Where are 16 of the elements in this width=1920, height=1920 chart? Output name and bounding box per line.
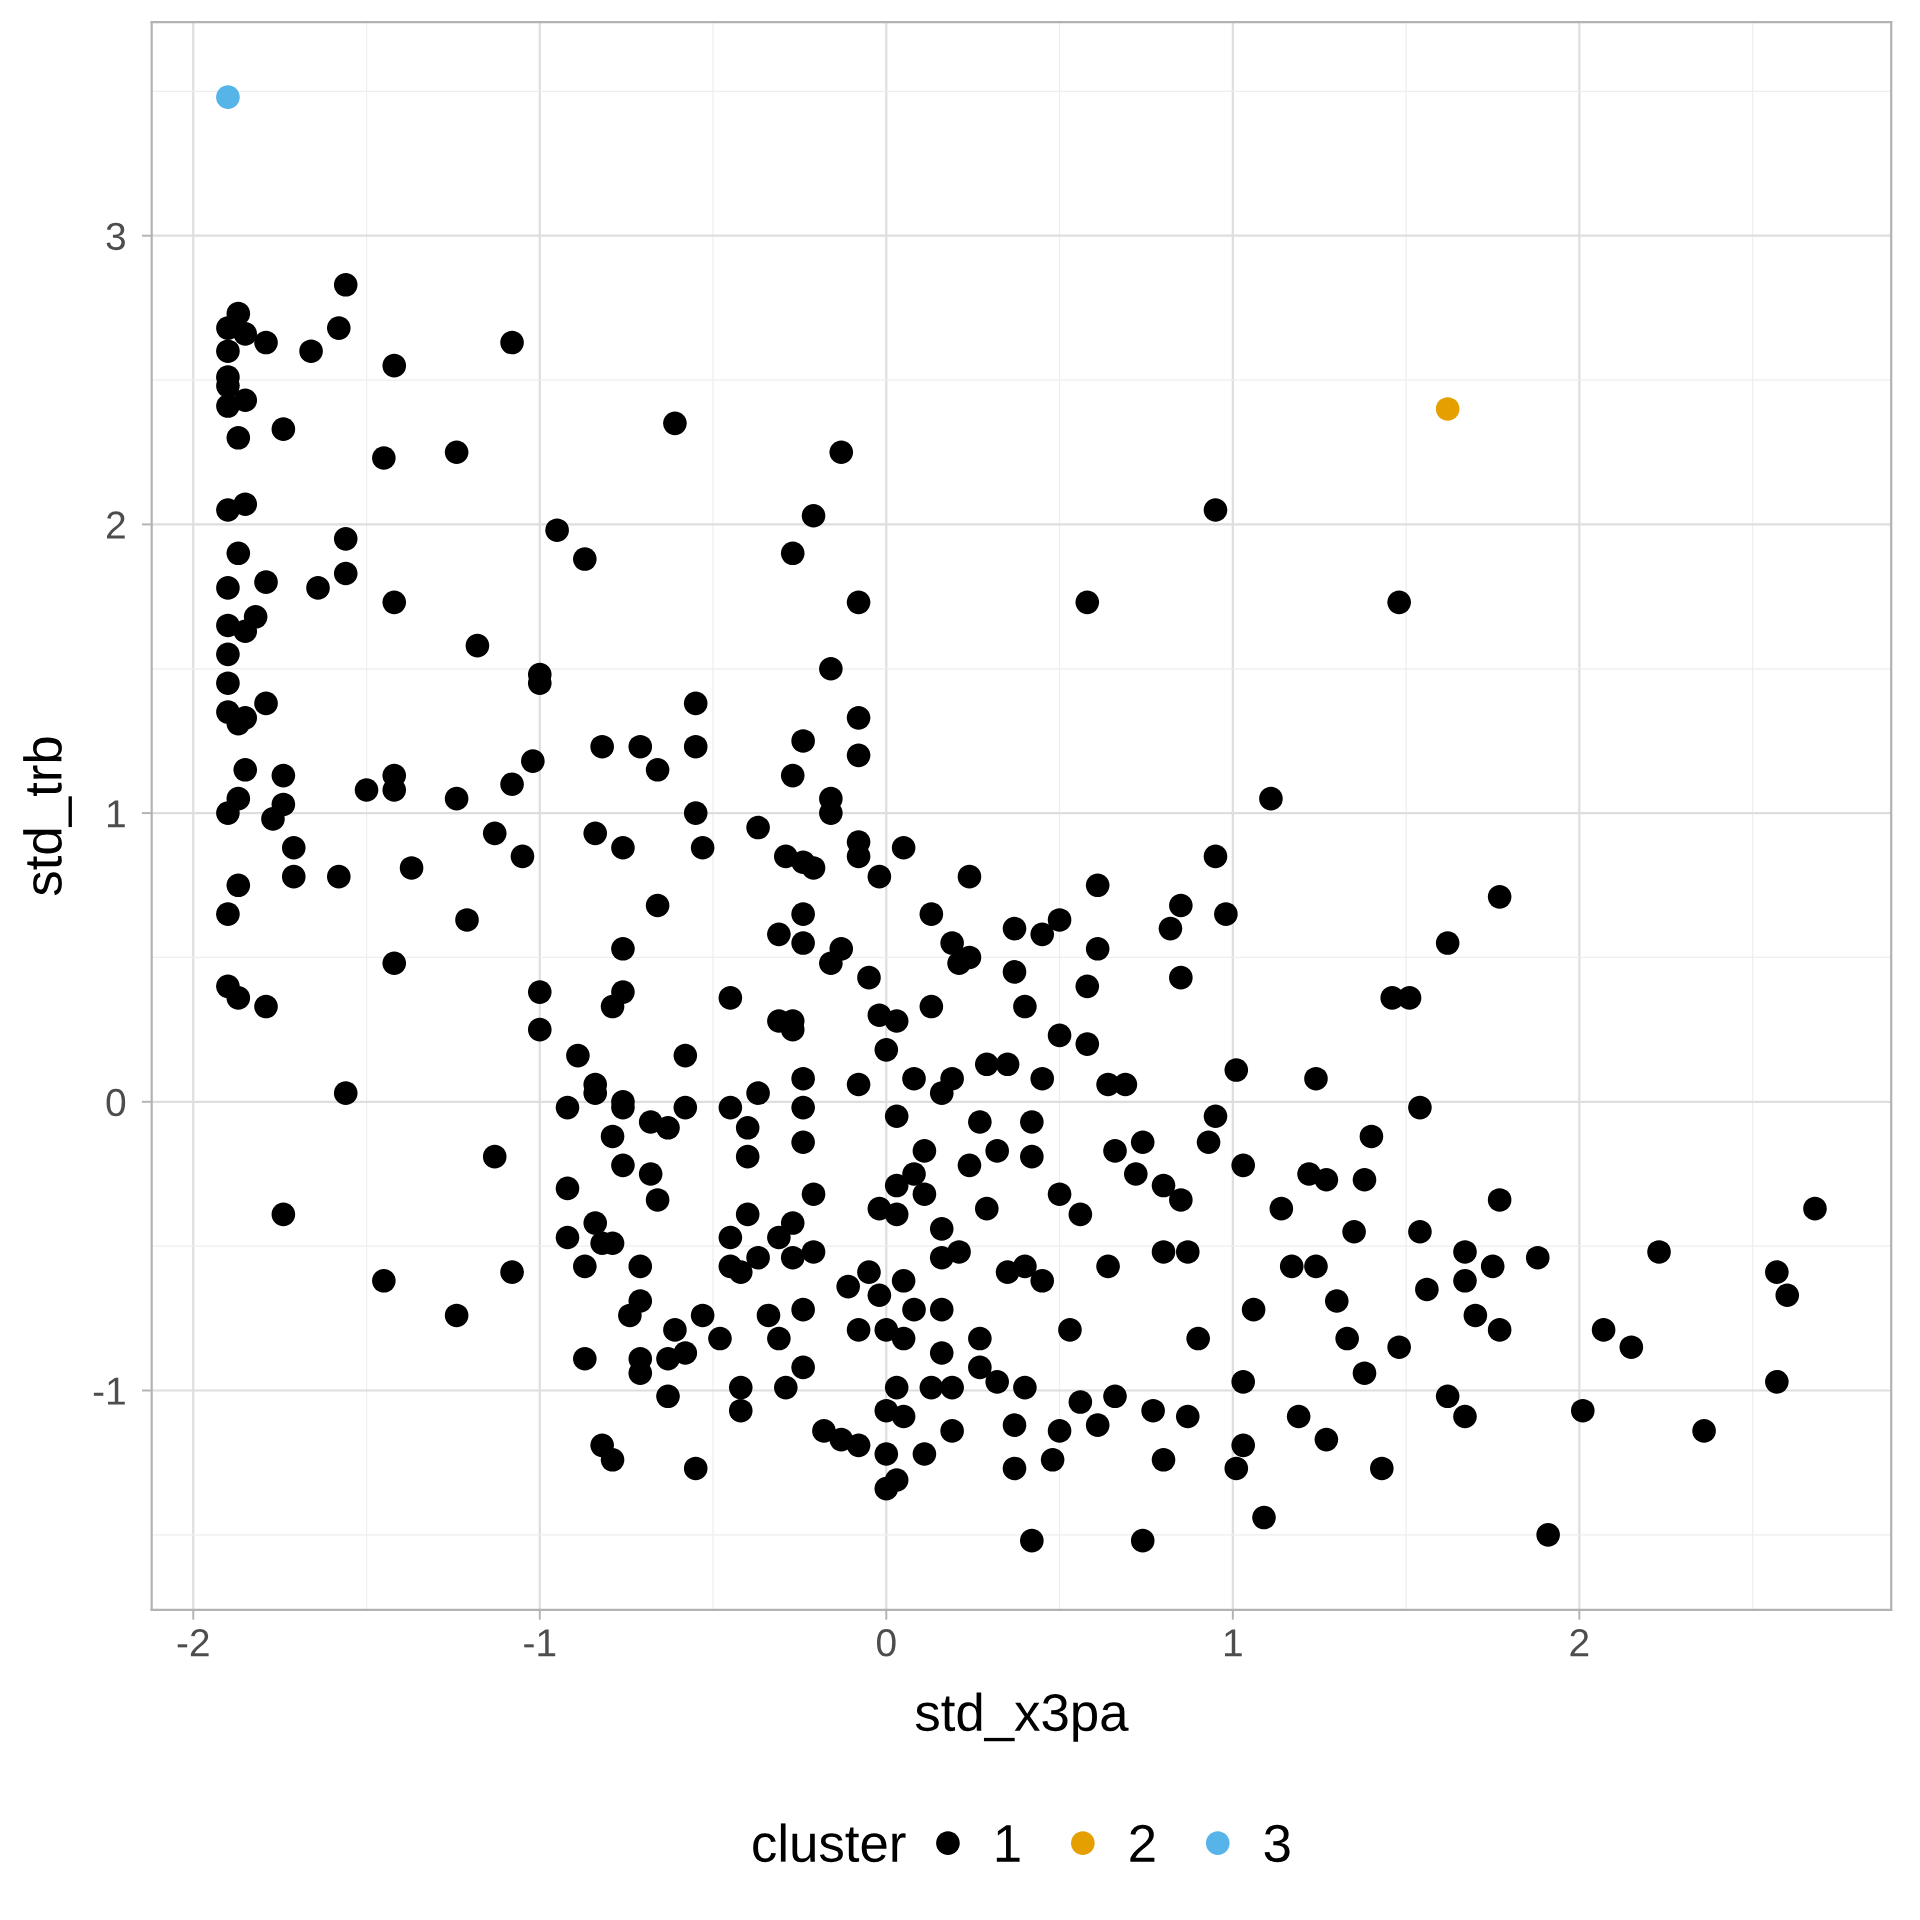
x-tick-label: 0 [877,1629,896,1657]
x-axis-title: std_x3pa [915,1692,1129,1742]
legend-label: 3 [1264,1824,1290,1863]
y-tick-label: 3 [106,222,125,251]
legend-title: cluster [753,1823,906,1863]
y-tick-label: 2 [107,511,125,539]
y-axis-title: std_trb [23,737,72,896]
y-tick-label: 1 [108,800,125,828]
y-tick-label: -1 [93,1377,125,1405]
legend-label: 1 [996,1825,1020,1862]
x-tick-label: -2 [177,1629,209,1657]
legend-label: 2 [1130,1824,1155,1862]
x-tick-label: 1 [1224,1629,1242,1657]
x-tick-label: 2 [1570,1629,1589,1657]
y-tick-label: 0 [106,1088,126,1117]
x-tick-label: -1 [524,1629,556,1657]
